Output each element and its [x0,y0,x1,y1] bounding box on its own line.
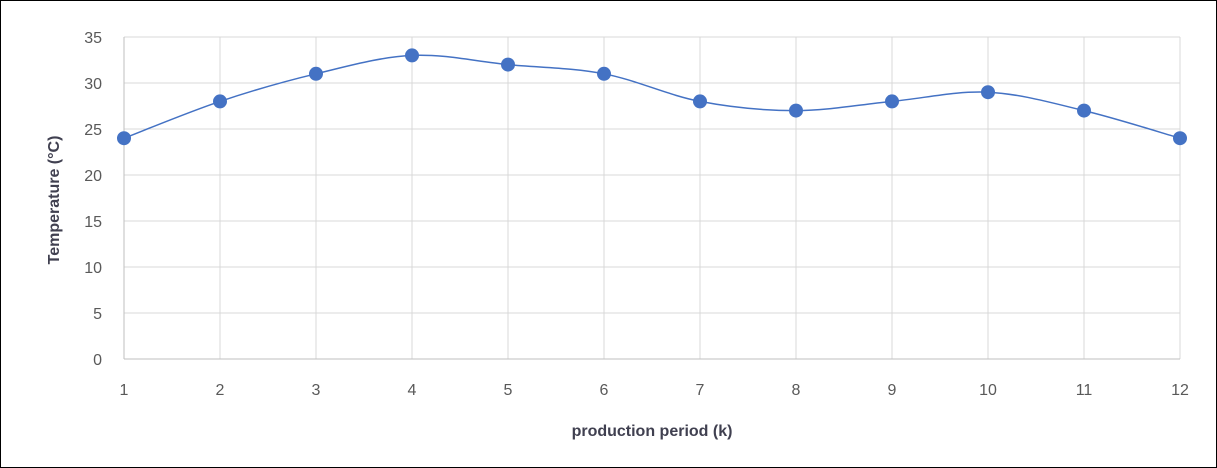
axes [123,37,1180,360]
data-point [117,131,131,146]
y-tick-label: 20 [84,168,102,185]
data-point [885,94,899,109]
y-tick-label: 30 [84,76,102,93]
x-axis-ticks: 1 2 3 4 5 6 7 8 9 10 11 12 [120,382,1189,399]
x-tick-label: 7 [696,382,705,399]
x-tick-label: 3 [312,382,321,399]
data-point [597,66,611,81]
data-point [1173,131,1187,146]
x-tick-label: 11 [1076,382,1093,399]
series-line [123,54,1181,139]
data-point [405,48,419,63]
data-point [501,57,515,72]
data-point [981,85,995,100]
data-point [1077,103,1091,118]
x-axis-title: production period (k) [572,423,733,440]
y-tick-label: 35 [84,30,102,47]
series-temperature [117,48,1187,146]
y-axis-title: Temperature (°C) [46,136,63,265]
x-tick-label: 9 [888,382,897,399]
x-tick-label: 6 [600,382,609,399]
data-point [693,94,707,109]
x-tick-label: 12 [1171,382,1189,399]
data-point [789,103,803,118]
x-tick-label: 5 [504,382,513,399]
y-tick-label: 0 [93,352,102,369]
y-tick-label: 15 [84,214,102,231]
y-tick-label: 10 [84,260,102,277]
x-tick-label: 4 [408,382,417,399]
x-tick-label: 1 [120,382,129,399]
y-tick-label: 25 [84,122,102,139]
data-point [213,94,227,109]
y-tick-label: 5 [93,306,102,323]
grid-lines [123,36,1181,359]
y-axis-ticks: 0 5 10 15 20 25 30 35 [84,30,102,369]
x-tick-label: 10 [979,382,997,399]
x-tick-label: 2 [216,382,225,399]
x-tick-label: 8 [792,382,801,399]
data-point [309,66,323,81]
